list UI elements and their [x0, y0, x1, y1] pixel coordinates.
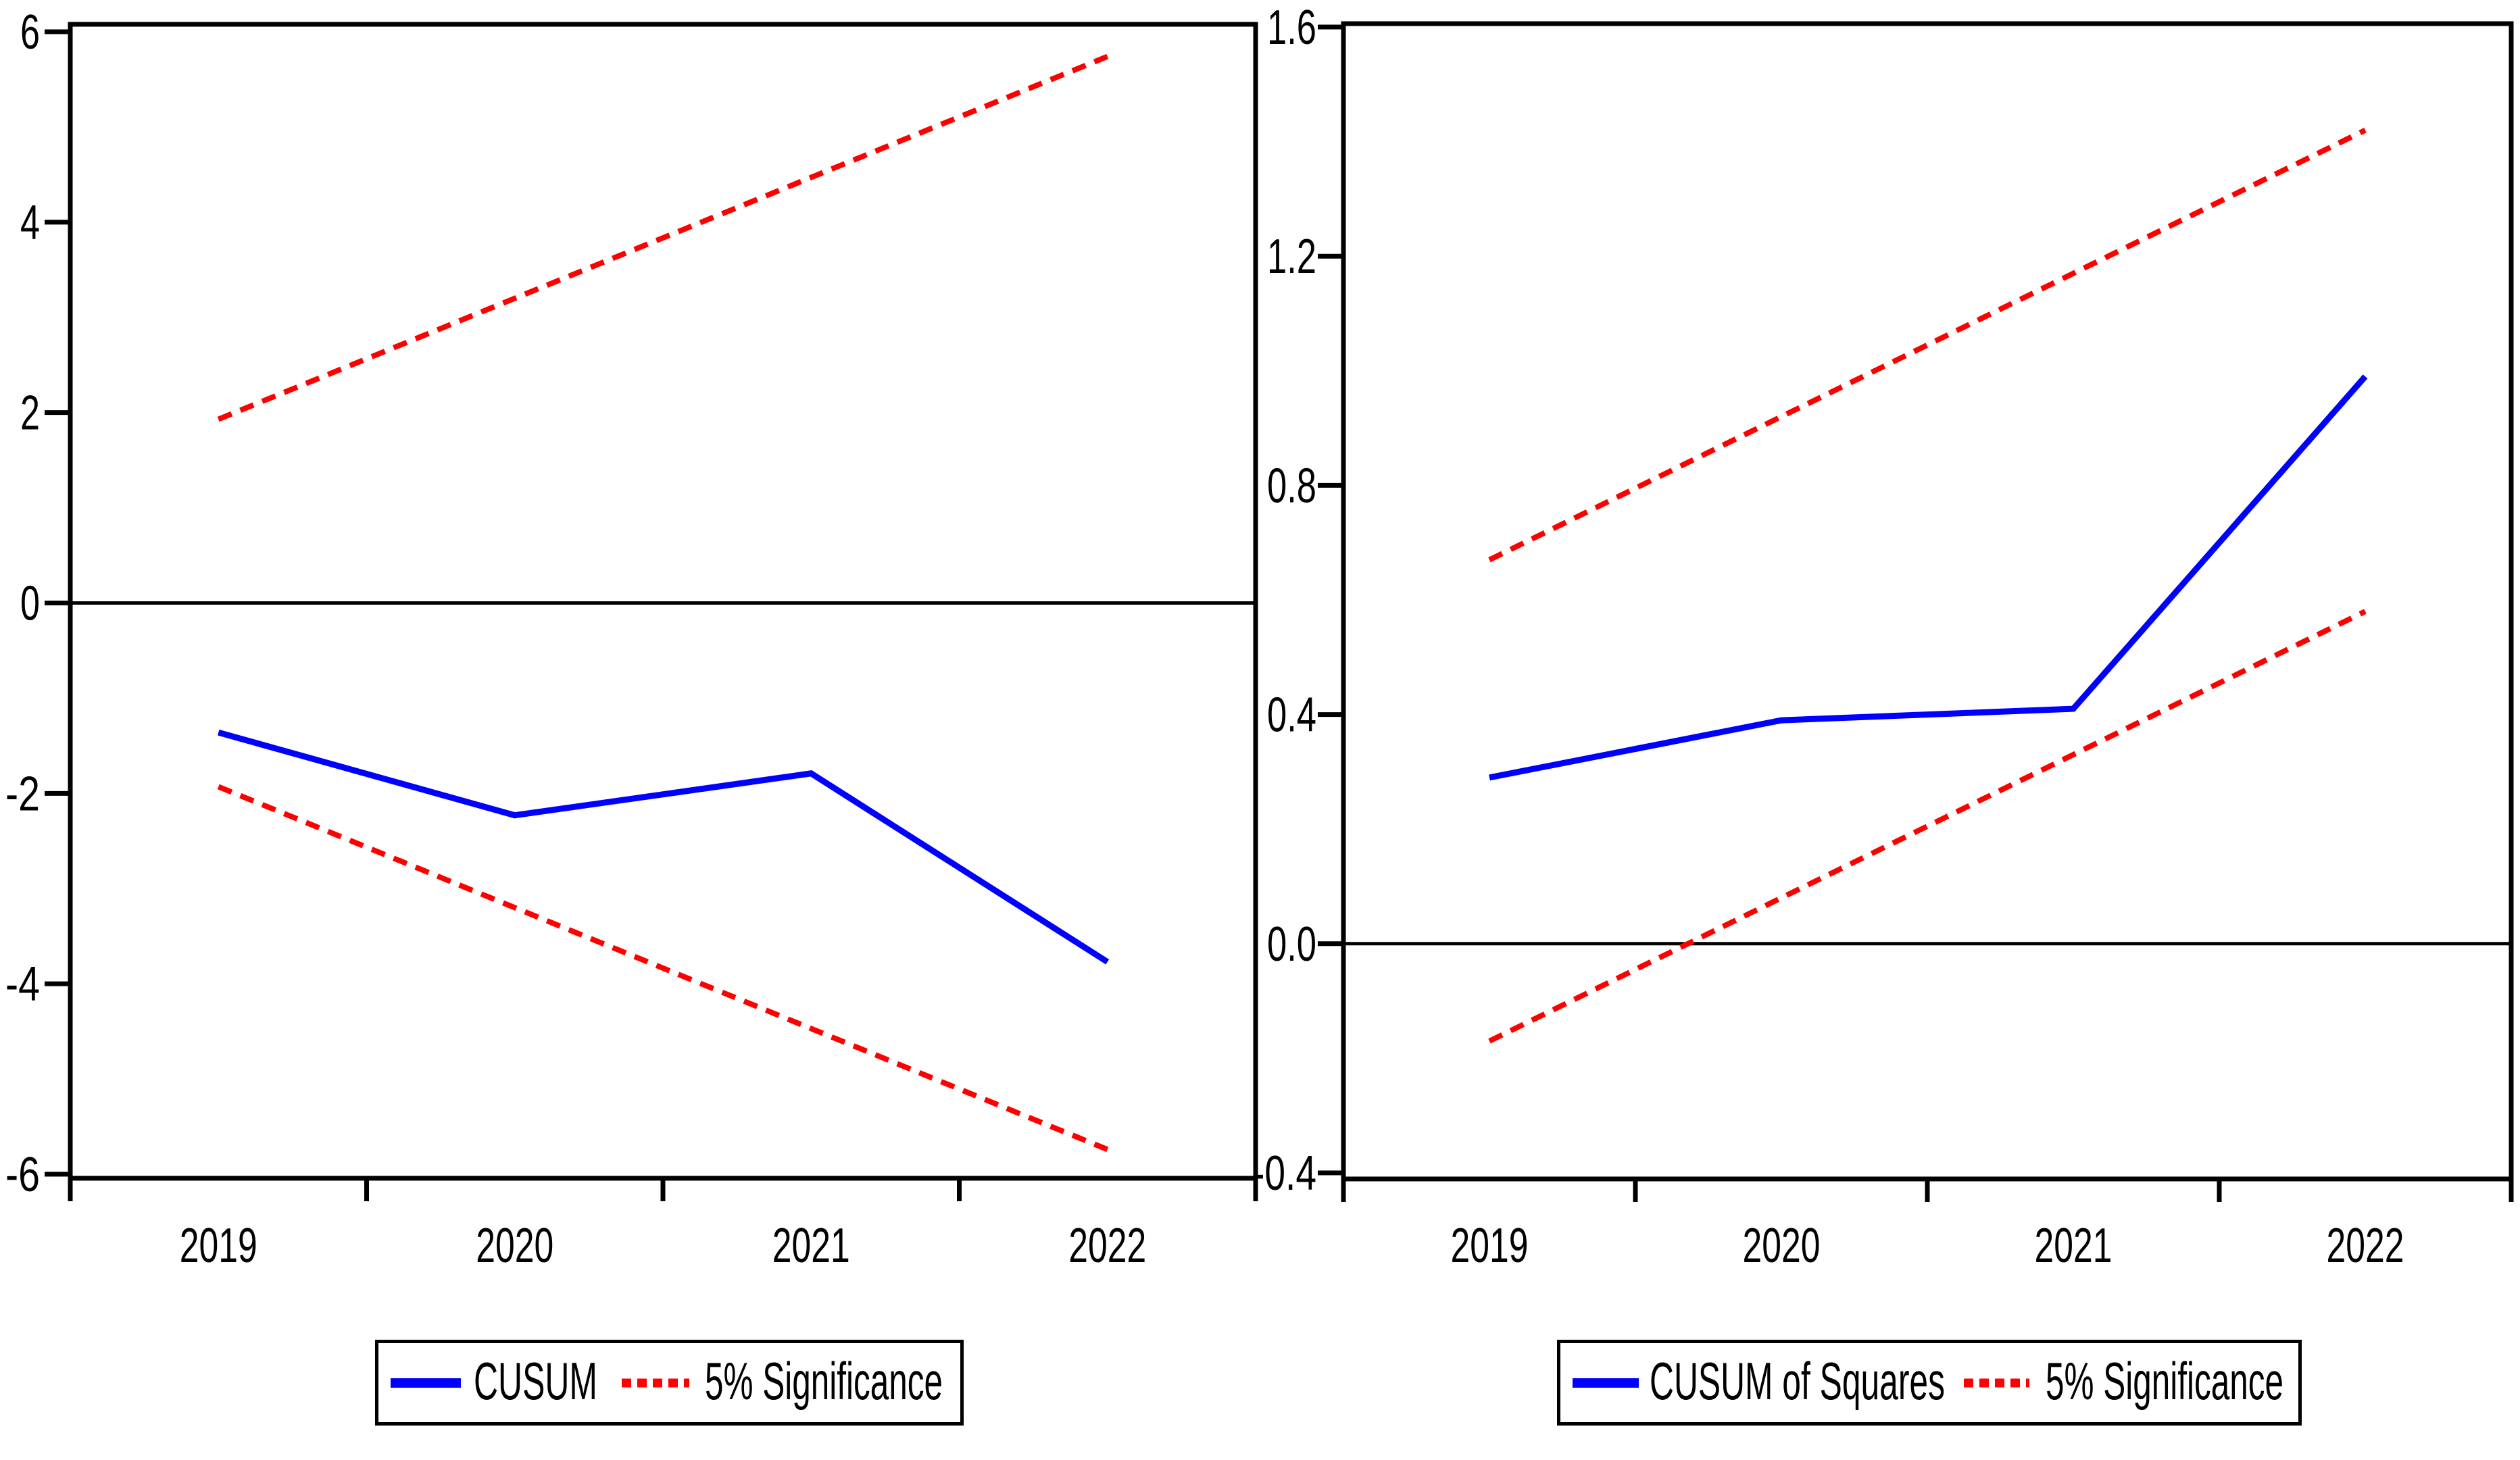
cusumsq-significance-upper-line — [1488, 128, 2367, 563]
cusumsq-plot-frame — [1341, 21, 2514, 1182]
cusumsq-x-axis-label: 2021 — [2035, 1219, 2113, 1273]
cusumsq-x-axis-label: 2020 — [1743, 1219, 1821, 1273]
cusumsq-x-axis-label: 2022 — [2327, 1219, 2404, 1273]
cusum-x-axis-label: 2019 — [180, 1219, 257, 1273]
cusumsq-legend-label: CUSUM of Squares — [1650, 1351, 1945, 1411]
cusum-y-axis-label: -6 — [5, 1148, 40, 1202]
cusum-y-axis-label: 2 — [20, 386, 40, 440]
cusumsq-y-axis-label: 1.2 — [1267, 230, 1316, 284]
cusumsq-legend-box: CUSUM of Squares 5% Significance — [1557, 1340, 2302, 1426]
cusum-y-axis-label: 0 — [20, 577, 40, 631]
significance-legend-label: 5% Significance — [2046, 1351, 2283, 1411]
cusum-x-axis-label: 2021 — [772, 1219, 850, 1273]
cusumsq-y-axis-label: 0.0 — [1267, 917, 1316, 972]
cusumsq-legend: CUSUM of Squares 5% Significance — [1557, 1340, 2302, 1429]
cusum-y-axis-label: -4 — [5, 957, 40, 1011]
cusumsq-y-axis-label: 0.8 — [1267, 459, 1316, 513]
cusumsq-y-axis-label: 0.4 — [1267, 688, 1316, 742]
cusumsq-cusumsq-line — [1489, 374, 2368, 781]
cusum-x-axis-label: 2022 — [1068, 1219, 1146, 1273]
cusumsq-x-axis-label: 2019 — [1451, 1219, 1529, 1273]
cusum-y-axis-label: -2 — [5, 767, 40, 821]
cusum-legend-box: CUSUM 5% Significance — [375, 1340, 964, 1426]
cusum-significance-upper-line — [217, 53, 1109, 422]
legend-frame — [1557, 1340, 2302, 1426]
significance-legend-label: 5% Significance — [705, 1351, 943, 1411]
cusum-y-axis-label: 4 — [20, 196, 40, 250]
cusum-cusum-line — [218, 729, 1110, 965]
cusum-legend-label: CUSUM — [474, 1351, 597, 1411]
cusum-y-axis-label: 6 — [20, 5, 40, 59]
cusumsq-y-axis-label: -0.4 — [1252, 1147, 1316, 1201]
cusumsq-y-axis-label: 1.6 — [1267, 1, 1316, 55]
legend-frame — [375, 1340, 964, 1426]
cusum-significance-lower-line — [217, 784, 1109, 1153]
cusumsq-significance-lower-line — [1488, 609, 2367, 1044]
cusum-x-axis-label: 2020 — [476, 1219, 553, 1273]
cusum-legend: CUSUM 5% Significance — [375, 1340, 964, 1429]
